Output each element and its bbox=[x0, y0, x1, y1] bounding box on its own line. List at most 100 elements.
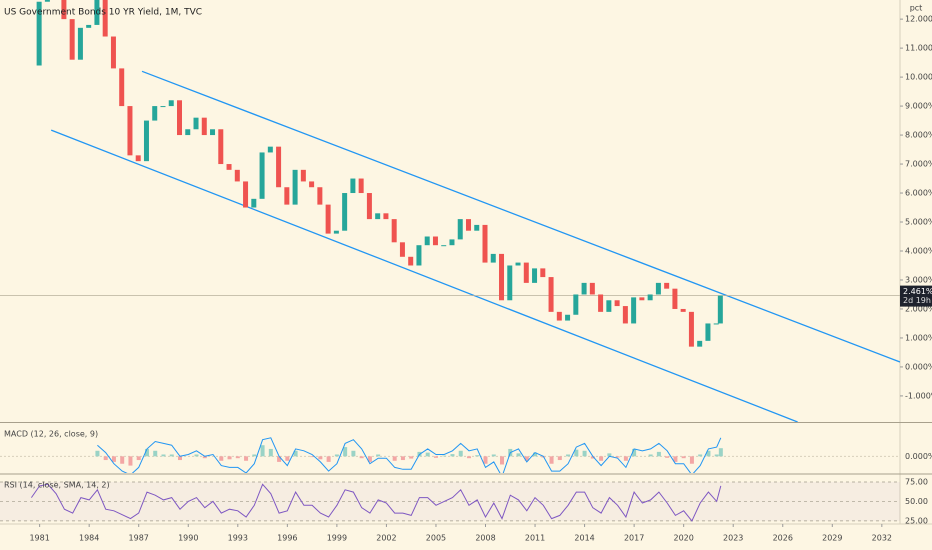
x-tick-label: 1990 bbox=[178, 534, 198, 543]
y-tick-label: 8.000% bbox=[905, 131, 932, 140]
candle bbox=[523, 262, 529, 283]
y-tick-label: 4.000% bbox=[905, 246, 932, 255]
histogram-bar bbox=[442, 455, 447, 457]
candle bbox=[119, 68, 125, 107]
candle bbox=[383, 213, 389, 220]
histogram-bar bbox=[268, 448, 273, 457]
candle bbox=[399, 242, 405, 257]
candle bbox=[168, 100, 174, 107]
candle bbox=[135, 155, 141, 162]
x-tick-label: 2023 bbox=[723, 534, 743, 543]
histogram-bar bbox=[623, 456, 628, 461]
candle bbox=[449, 239, 455, 246]
candle bbox=[276, 146, 282, 188]
histogram-bar bbox=[285, 456, 290, 461]
histogram-bar bbox=[673, 456, 678, 462]
y-tick-label: 5.000% bbox=[905, 218, 932, 227]
histogram-bar bbox=[599, 456, 604, 461]
rsi-label: RSI (14, close, SMA, 14, 2) bbox=[4, 481, 110, 490]
y-tick-label: 10.000% bbox=[905, 73, 932, 82]
candle bbox=[589, 282, 595, 295]
candle bbox=[152, 106, 158, 121]
candle bbox=[581, 282, 587, 295]
y-tick-label: 75.00 bbox=[905, 478, 928, 487]
candle bbox=[713, 323, 719, 325]
histogram-bar bbox=[178, 456, 182, 461]
macd-pane bbox=[0, 437, 900, 473]
rsi-line bbox=[30, 483, 722, 522]
candle bbox=[614, 300, 620, 307]
histogram-bar bbox=[458, 450, 463, 457]
y-tick-label: 0.000% bbox=[905, 452, 932, 461]
y-tick-label: 1.000% bbox=[905, 333, 932, 342]
candle bbox=[342, 193, 348, 231]
candle bbox=[218, 129, 224, 165]
histogram-bar bbox=[136, 456, 141, 461]
candle bbox=[160, 106, 166, 108]
histogram-bar bbox=[466, 456, 471, 459]
histogram-bar bbox=[557, 456, 562, 461]
candle bbox=[366, 193, 372, 220]
candle bbox=[474, 224, 480, 231]
candle bbox=[77, 27, 83, 60]
y-tick-label: 7.000% bbox=[905, 160, 932, 169]
y-tick-label: 25.00 bbox=[905, 516, 928, 525]
histogram-bar bbox=[665, 456, 670, 458]
histogram-bar bbox=[590, 456, 595, 459]
candle bbox=[647, 294, 653, 301]
candle bbox=[143, 120, 149, 162]
histogram-bar bbox=[409, 456, 414, 459]
histogram-bar bbox=[400, 456, 405, 461]
histogram-bar bbox=[549, 456, 554, 464]
histogram-bar bbox=[524, 456, 529, 461]
x-tick-label: 1987 bbox=[129, 534, 149, 543]
candle bbox=[499, 253, 505, 301]
candle bbox=[631, 297, 637, 324]
histogram-bar bbox=[718, 448, 723, 457]
candle bbox=[185, 129, 191, 136]
histogram-bar bbox=[194, 454, 199, 457]
candle bbox=[284, 187, 290, 205]
candle bbox=[333, 230, 339, 234]
y-tick-label: 6.000% bbox=[905, 189, 932, 198]
candle bbox=[490, 253, 496, 263]
histogram-bar bbox=[582, 450, 587, 457]
candle bbox=[210, 129, 216, 136]
histogram-bar bbox=[425, 452, 430, 457]
y-tick-label: 11.000% bbox=[905, 44, 932, 53]
candle bbox=[548, 277, 554, 312]
candle bbox=[441, 245, 447, 247]
y-tick-label: 9.000% bbox=[905, 102, 932, 111]
candle bbox=[36, 1, 42, 66]
histogram-bar bbox=[367, 456, 372, 462]
histogram-bar bbox=[343, 447, 348, 457]
x-tick-label: 1981 bbox=[29, 534, 49, 543]
candle bbox=[465, 219, 471, 231]
histogram-bar bbox=[483, 456, 488, 464]
candle bbox=[234, 169, 240, 182]
candle bbox=[300, 169, 306, 182]
last-price-box bbox=[900, 285, 932, 307]
x-tick-label: 2029 bbox=[822, 534, 842, 543]
candle bbox=[226, 164, 232, 170]
last-price-label: 2.461% bbox=[903, 287, 932, 296]
candle bbox=[309, 181, 315, 188]
unit-label: pct bbox=[910, 4, 923, 13]
x-tick-label: 2026 bbox=[773, 534, 793, 543]
candle bbox=[598, 294, 604, 312]
histogram-bar bbox=[128, 456, 133, 466]
candle bbox=[606, 300, 612, 312]
histogram-bar bbox=[500, 456, 505, 465]
candle bbox=[655, 282, 661, 295]
candle bbox=[697, 340, 703, 347]
histogram-bar bbox=[376, 454, 381, 457]
histogram-bar bbox=[351, 450, 356, 457]
y-tick-label: 0.000% bbox=[905, 362, 932, 371]
candle bbox=[317, 187, 323, 205]
candle bbox=[680, 308, 686, 312]
candle bbox=[639, 297, 645, 301]
candle bbox=[416, 245, 422, 266]
candle bbox=[61, 0, 67, 20]
axes: -1.000% 0.000% 1.000% 2.000% 3.000% 4.000% 5.0… bbox=[29, 15, 932, 543]
